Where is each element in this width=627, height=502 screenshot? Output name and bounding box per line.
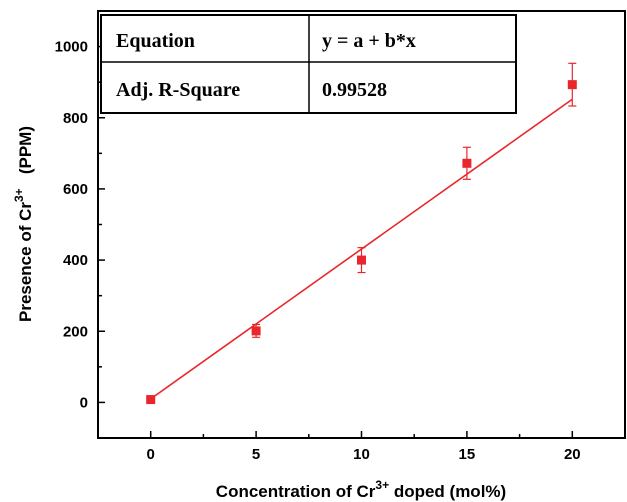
y-axis-title: Presence of Cr3+ (PPM) — [12, 126, 35, 322]
x-tick-label: 0 — [147, 446, 155, 463]
y-tick-label: 600 — [63, 181, 88, 198]
y-tick-label: 200 — [63, 323, 88, 340]
x-tick-label: 10 — [353, 446, 370, 463]
x-tick-label: 15 — [459, 446, 476, 463]
data-point — [462, 158, 472, 168]
y-tick-label: 400 — [63, 252, 88, 269]
fit-table-value-equation: y = a + b*x — [322, 30, 416, 52]
fit-table: Equation y = a + b*x Adj. R-Square 0.995… — [100, 14, 517, 114]
data-point — [251, 326, 261, 336]
data-point — [567, 80, 577, 90]
data-layer — [146, 62, 577, 405]
y-tick-label: 1000 — [55, 39, 88, 56]
data-point — [357, 255, 366, 265]
y-tick-label: 800 — [63, 110, 88, 127]
data-point — [146, 395, 156, 405]
x-axis-title: Concentration of Cr3+ doped (mol%) — [216, 478, 506, 501]
y-tick-label: 0 — [80, 394, 88, 411]
x-tick-label: 20 — [564, 446, 581, 463]
fit-table-value-r-square: 0.99528 — [322, 79, 387, 101]
fit-table-label-equation: Equation — [116, 30, 195, 52]
fit-table-label-r-square: Adj. R-Square — [116, 79, 240, 101]
x-axis-ticks: 0 5 10 15 20 — [97, 431, 626, 463]
x-tick-label: 5 — [252, 446, 260, 463]
